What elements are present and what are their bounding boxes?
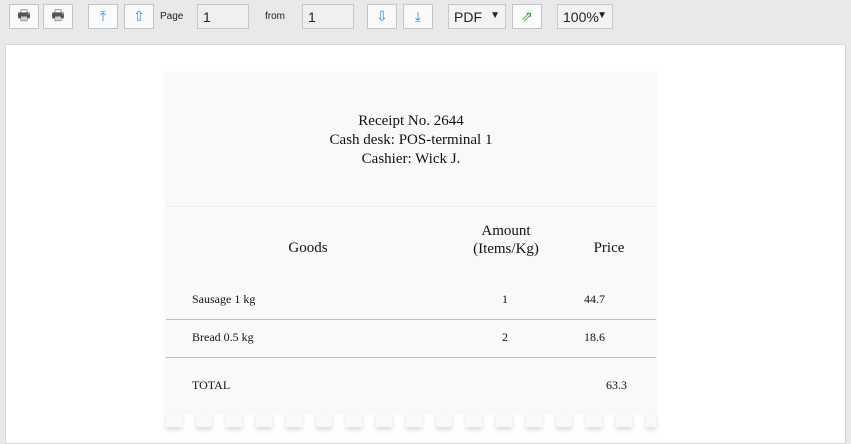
- zoom-select[interactable]: 100% ▼: [557, 4, 613, 29]
- caret-down-icon: ▼: [490, 10, 500, 21]
- row-price: 44.7: [584, 292, 605, 306]
- page-input[interactable]: 1: [197, 4, 249, 29]
- arrow-down-bar-icon: ⤓: [414, 8, 422, 24]
- col-goods: Goods: [288, 240, 328, 256]
- format-select[interactable]: PDF ▼: [448, 4, 506, 29]
- row-goods: Sausage 1 kg: [192, 292, 256, 306]
- printer-red-icon: 🖶: [51, 6, 65, 23]
- page-count-field: 1: [302, 4, 354, 29]
- receipt-serrated-edge: [166, 413, 656, 427]
- arrow-up-bar-icon: ⤒: [99, 8, 107, 24]
- row-amount: 1: [502, 292, 508, 306]
- col-price: Price: [593, 240, 625, 256]
- print-button[interactable]: 🖶: [9, 4, 39, 29]
- col-amount-unit: (Items/Kg): [473, 241, 539, 257]
- row-goods: Bread 0.5 kg: [192, 330, 254, 344]
- receipt: Receipt No. 2644 Cash desk: POS-terminal…: [166, 73, 656, 413]
- row-amount: 2: [502, 330, 508, 344]
- toolbar: 🖶 🖶 ⤒ ⇧ Page 1 from 1 ⇩ ⤓ PDF ▼ ⇗ 100% ▼: [0, 0, 851, 40]
- row-divider: [166, 357, 656, 358]
- arrow-up-icon: ⇧: [133, 8, 145, 24]
- printer-icon: 🖶: [17, 6, 31, 23]
- prev-page-button[interactable]: ⇧: [124, 4, 154, 29]
- cashier: Cashier: Wick J.: [361, 151, 461, 167]
- receipt-number: Receipt No. 2644: [358, 113, 464, 129]
- row-price: 18.6: [584, 330, 605, 344]
- page-label: Page: [160, 11, 184, 22]
- last-page-button[interactable]: ⤓: [403, 4, 433, 29]
- export-button[interactable]: ⇗: [512, 4, 542, 29]
- print-pdf-button[interactable]: 🖶: [43, 4, 73, 29]
- cash-desk: Cash desk: POS-terminal 1: [329, 132, 493, 148]
- row-divider: [166, 319, 656, 320]
- next-page-button[interactable]: ⇩: [367, 4, 397, 29]
- col-amount: Amount (Items/Kg): [446, 222, 566, 258]
- divider: [166, 206, 656, 207]
- caret-down-icon: ▼: [597, 10, 607, 21]
- from-label: from: [265, 11, 285, 22]
- total-label: TOTAL: [192, 378, 231, 392]
- format-value: PDF: [454, 9, 482, 25]
- export-icon: ⇗: [521, 8, 533, 24]
- receipt-header: Receipt No. 2644 Cash desk: POS-terminal…: [166, 112, 656, 169]
- col-amount-label: Amount: [481, 223, 531, 239]
- zoom-value: 100%: [563, 9, 599, 25]
- total-value: 63.3: [606, 378, 627, 392]
- first-page-button[interactable]: ⤒: [88, 4, 118, 29]
- arrow-down-icon: ⇩: [376, 8, 388, 24]
